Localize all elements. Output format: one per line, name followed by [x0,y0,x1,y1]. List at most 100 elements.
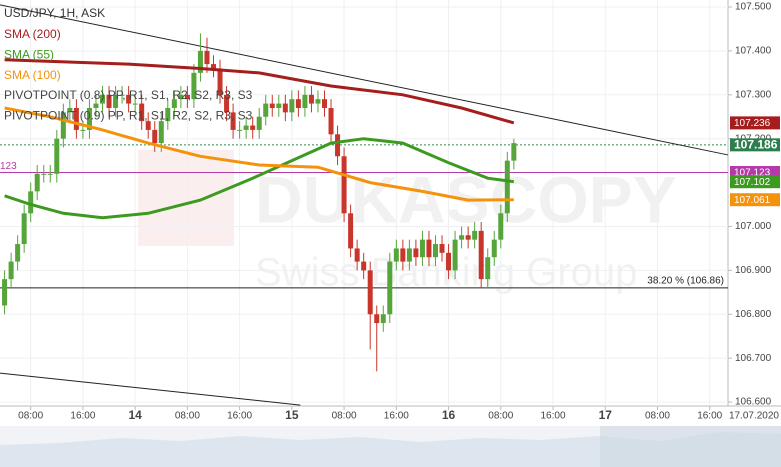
legend-entry: SMA (55) [4,48,54,62]
price-badge [730,175,780,189]
candle-body [302,94,308,108]
candle-body [387,261,393,315]
candle-body [15,244,21,262]
x-tick-label: 14 [128,408,142,422]
candle-body [145,121,151,130]
candle-body [80,129,86,131]
navigator-area [0,432,781,467]
candle-body [367,270,373,315]
trendline [0,372,301,406]
legend-entry: PIVOTPOINT (0.9) PP, R1, S1, R2, S2, R3,… [4,109,253,123]
x-tick-label: 08:00 [332,411,357,422]
pivot-left-label: 123 [0,161,17,172]
candle-body [439,244,445,253]
candle-body [413,248,419,258]
x-tick-label: 16:00 [227,411,252,422]
candle-body [47,173,53,175]
candle-body [217,68,223,95]
candle-body [348,213,354,249]
candle-body [60,112,66,139]
candle-body [426,239,432,258]
candle-body [406,248,412,262]
candle-body [28,191,34,214]
y-tick-label: 106.900 [735,265,772,276]
candle-body [432,244,438,258]
price-badge-label: 107.102 [734,177,771,188]
candle-body [282,103,288,113]
y-tick-label: 107.500 [735,2,772,13]
candle-body [224,94,230,113]
candle-body [86,107,92,130]
candle-body [165,107,171,122]
sma-line [4,58,515,125]
candle-body [230,112,236,130]
candle-body [295,99,301,108]
date-label: 17.07.2020 [729,411,779,422]
x-tick-label: 08:00 [645,411,670,422]
x-tick-label: 16:00 [697,411,722,422]
y-tick-label: 106.700 [735,353,772,364]
candle-body [237,129,243,131]
candle-body [276,103,282,108]
x-tick-label: 17 [599,408,613,422]
candle-body [269,103,275,108]
candle-body [158,121,164,144]
candle-body [211,64,217,69]
candle-body [41,173,47,175]
x-tick-label: 08:00 [175,411,200,422]
candle-body [106,94,112,108]
candle-body [374,314,380,324]
candle-body [289,99,295,113]
candle-body [256,116,262,130]
candle-body [73,107,79,130]
candle-body [328,107,334,135]
candle-body [498,213,504,240]
candle-body [491,239,497,258]
candle-body [452,239,458,271]
y-tick-label: 107.000 [735,221,772,232]
candle-body [204,50,210,65]
candle-body [472,230,478,240]
candle-body [2,279,8,306]
x-tick-label: 08:00 [18,411,43,422]
candle-body [315,99,321,104]
candle-body [184,94,190,100]
price-badge [730,138,780,152]
candle-body [126,94,132,104]
candle-body [178,94,184,100]
price-badge [730,116,780,130]
y-tick-label: 106.800 [735,309,772,320]
candle-body [119,94,125,96]
candle-body [171,99,177,108]
candle-body [191,72,197,100]
legend-entry: SMA (100) [4,68,61,82]
candle-body [197,50,203,73]
candle-body [21,213,27,245]
trendline [0,4,729,156]
candle-body [113,94,119,108]
candle-body [361,261,367,271]
price-badge [730,193,780,207]
x-tick-label: 08:00 [488,411,513,422]
candle-body [393,248,399,262]
navigator-window [600,426,781,467]
candle-body [250,125,256,130]
candle-body [152,129,158,144]
candle-body [335,134,341,157]
candle-body [485,257,491,280]
y-tick-label: 107.300 [735,89,772,100]
candle-body [341,156,347,214]
price-badge-label: 107.186 [734,138,778,152]
candle-body [321,99,327,108]
candle-body [34,173,40,192]
legend-entry: SMA (200) [4,27,61,41]
watermark-logo [138,150,234,246]
candle-body [100,94,106,104]
candle-body [93,103,99,108]
sma-line [4,106,514,202]
candle-body [139,103,145,122]
x-tick-label: 16:00 [384,411,409,422]
candle-body [243,125,249,130]
candle-body [8,261,14,280]
x-tick-label: 15 [285,408,299,422]
